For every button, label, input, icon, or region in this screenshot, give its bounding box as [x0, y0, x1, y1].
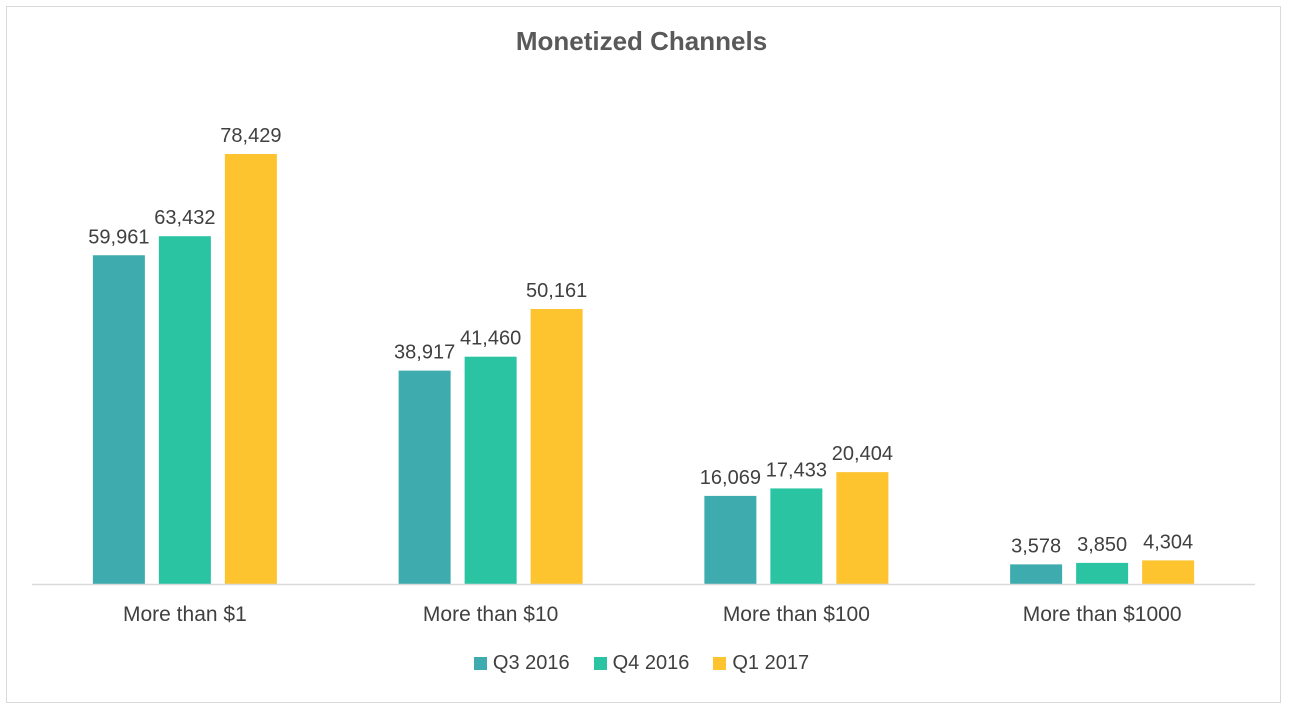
legend-item-q3-2016: Q3 2016: [473, 652, 570, 675]
chart-frame: [6, 6, 1281, 703]
bar: [530, 308, 583, 584]
bar: [1010, 564, 1063, 584]
legend-item-q1-2017: Q1 2017: [713, 652, 809, 675]
category-tick-label: More than $1: [123, 603, 247, 626]
legend-item-q4-2016: Q4 2016: [593, 652, 690, 675]
category-tick-label: More than $100: [723, 603, 870, 626]
bar: [92, 255, 145, 584]
chart-title: Monetized Channels: [515, 26, 768, 56]
bar: [770, 488, 823, 584]
data-label: 63,432: [154, 207, 215, 229]
legend-label: Q4 2016: [612, 652, 690, 674]
data-label: 16,069: [700, 467, 761, 489]
bar: [464, 356, 517, 584]
category-tick-label: More than $10: [423, 603, 558, 626]
data-label: 78,429: [220, 125, 281, 147]
data-label: 50,161: [526, 280, 587, 302]
legend: Q3 2016 Q4 2016 Q1 2017: [0, 652, 1283, 675]
bar: [158, 236, 211, 584]
category-tick-label: More than $1000: [1023, 603, 1182, 626]
data-label: 59,961: [88, 226, 149, 248]
bar: [398, 370, 451, 584]
bar: [836, 472, 889, 584]
data-label: 41,460: [460, 328, 521, 350]
bar: [224, 154, 277, 584]
bar: [1142, 560, 1195, 584]
data-label: 38,917: [394, 342, 455, 364]
legend-swatch: [473, 657, 487, 670]
bar: [1076, 562, 1129, 584]
bar: [704, 495, 757, 584]
legend-swatch: [713, 657, 727, 670]
data-label: 4,304: [1143, 531, 1193, 553]
data-label: 3,850: [1077, 534, 1127, 556]
legend-label: Q1 2017: [732, 652, 810, 674]
legend-label: Q3 2016: [492, 652, 570, 674]
legend-swatch: [593, 657, 607, 670]
data-label: 3,578: [1011, 535, 1061, 557]
data-label: 20,404: [832, 443, 893, 465]
data-label: 17,433: [766, 459, 827, 481]
